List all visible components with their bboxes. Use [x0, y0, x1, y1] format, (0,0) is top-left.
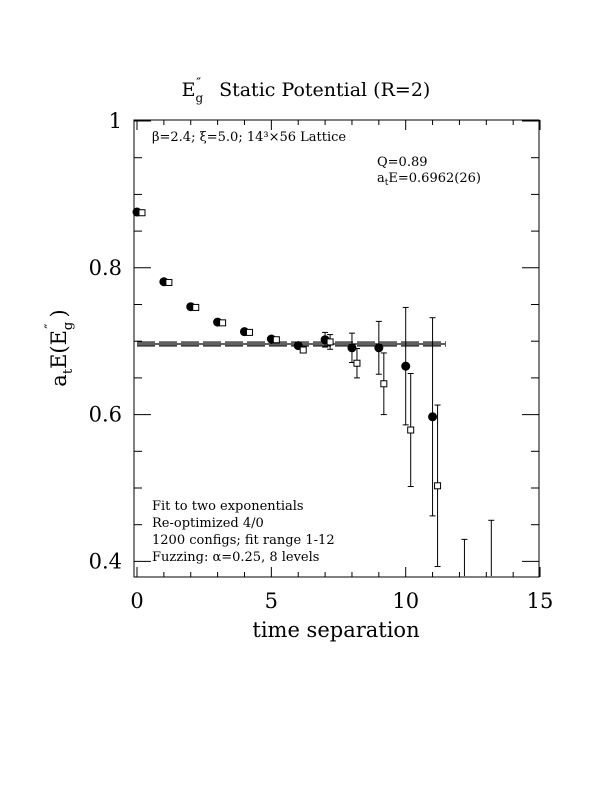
y-tick-label: 0.6 [89, 403, 122, 427]
y-tick-label: 0.8 [89, 256, 122, 280]
title-prime: ″ [196, 76, 201, 91]
x-axis-label: time separation [252, 618, 419, 642]
ylabel-a: a [47, 374, 71, 387]
note-line-1: Fit to two exponentials [152, 499, 304, 514]
fit-lines [137, 341, 447, 347]
point-filled-circle [347, 343, 357, 353]
fit-energy-a: a [377, 171, 385, 186]
x-tick-label: 5 [265, 589, 278, 613]
ylabel-end: ) [47, 309, 71, 317]
point-filled-circle [374, 343, 384, 353]
title-rest: Static Potential (R=2) [219, 79, 430, 101]
point-open-square [192, 303, 200, 311]
point-open-square [407, 426, 415, 434]
fit-energy-t: t [385, 178, 389, 188]
point-open-square [326, 338, 334, 346]
point-open-square [245, 328, 253, 336]
fit-energy: atE=0.6962(26) [377, 171, 481, 188]
note-line-4: Fuzzing: α=0.25, 8 levels [152, 550, 319, 565]
data-points [132, 207, 495, 577]
title-sub: g [196, 91, 204, 105]
point-open-square [219, 319, 227, 327]
title-symbol: E [182, 79, 196, 101]
x-tick-label: 10 [392, 589, 419, 613]
ylabel-t: t [61, 368, 76, 374]
chart-title: Eg″ Static Potential (R=2) [182, 76, 431, 105]
x-tick-label: 0 [130, 589, 143, 613]
point-open-square [165, 278, 173, 286]
x-tick-label: 15 [527, 589, 554, 613]
point-filled-circle [401, 361, 411, 371]
point-filled-circle [428, 412, 438, 422]
ylabel-sub: g [61, 322, 76, 330]
point-open-square [353, 359, 361, 367]
note-line-2: Re-optimized 4/0 [152, 516, 264, 531]
point-open-square [272, 336, 280, 344]
y-tick-label: 1 [109, 109, 122, 133]
point-open-square [380, 380, 388, 388]
axis-ticks [134, 120, 541, 577]
axis-tick-labels: 0 5 10 15 0.4 0.6 0.8 1 [89, 109, 554, 613]
y-tick-label: 0.4 [89, 549, 122, 573]
fit-q: Q=0.89 [377, 155, 428, 170]
note-line-3: 1200 configs; fit range 1-12 [152, 533, 335, 548]
fit-energy-rest: E=0.6962(26) [388, 171, 481, 186]
lattice-info: β=2.4; ξ=5.0; 14³×56 Lattice [152, 130, 346, 145]
y-axis-label: atE(Eg″) [43, 309, 76, 386]
point-open-square [299, 346, 307, 354]
point-open-square [138, 209, 146, 217]
plot-frame [133, 119, 540, 578]
point-open-square [434, 482, 442, 490]
ylabel-prime: ″ [43, 324, 59, 329]
ylabel-mid: E(E [47, 330, 71, 369]
